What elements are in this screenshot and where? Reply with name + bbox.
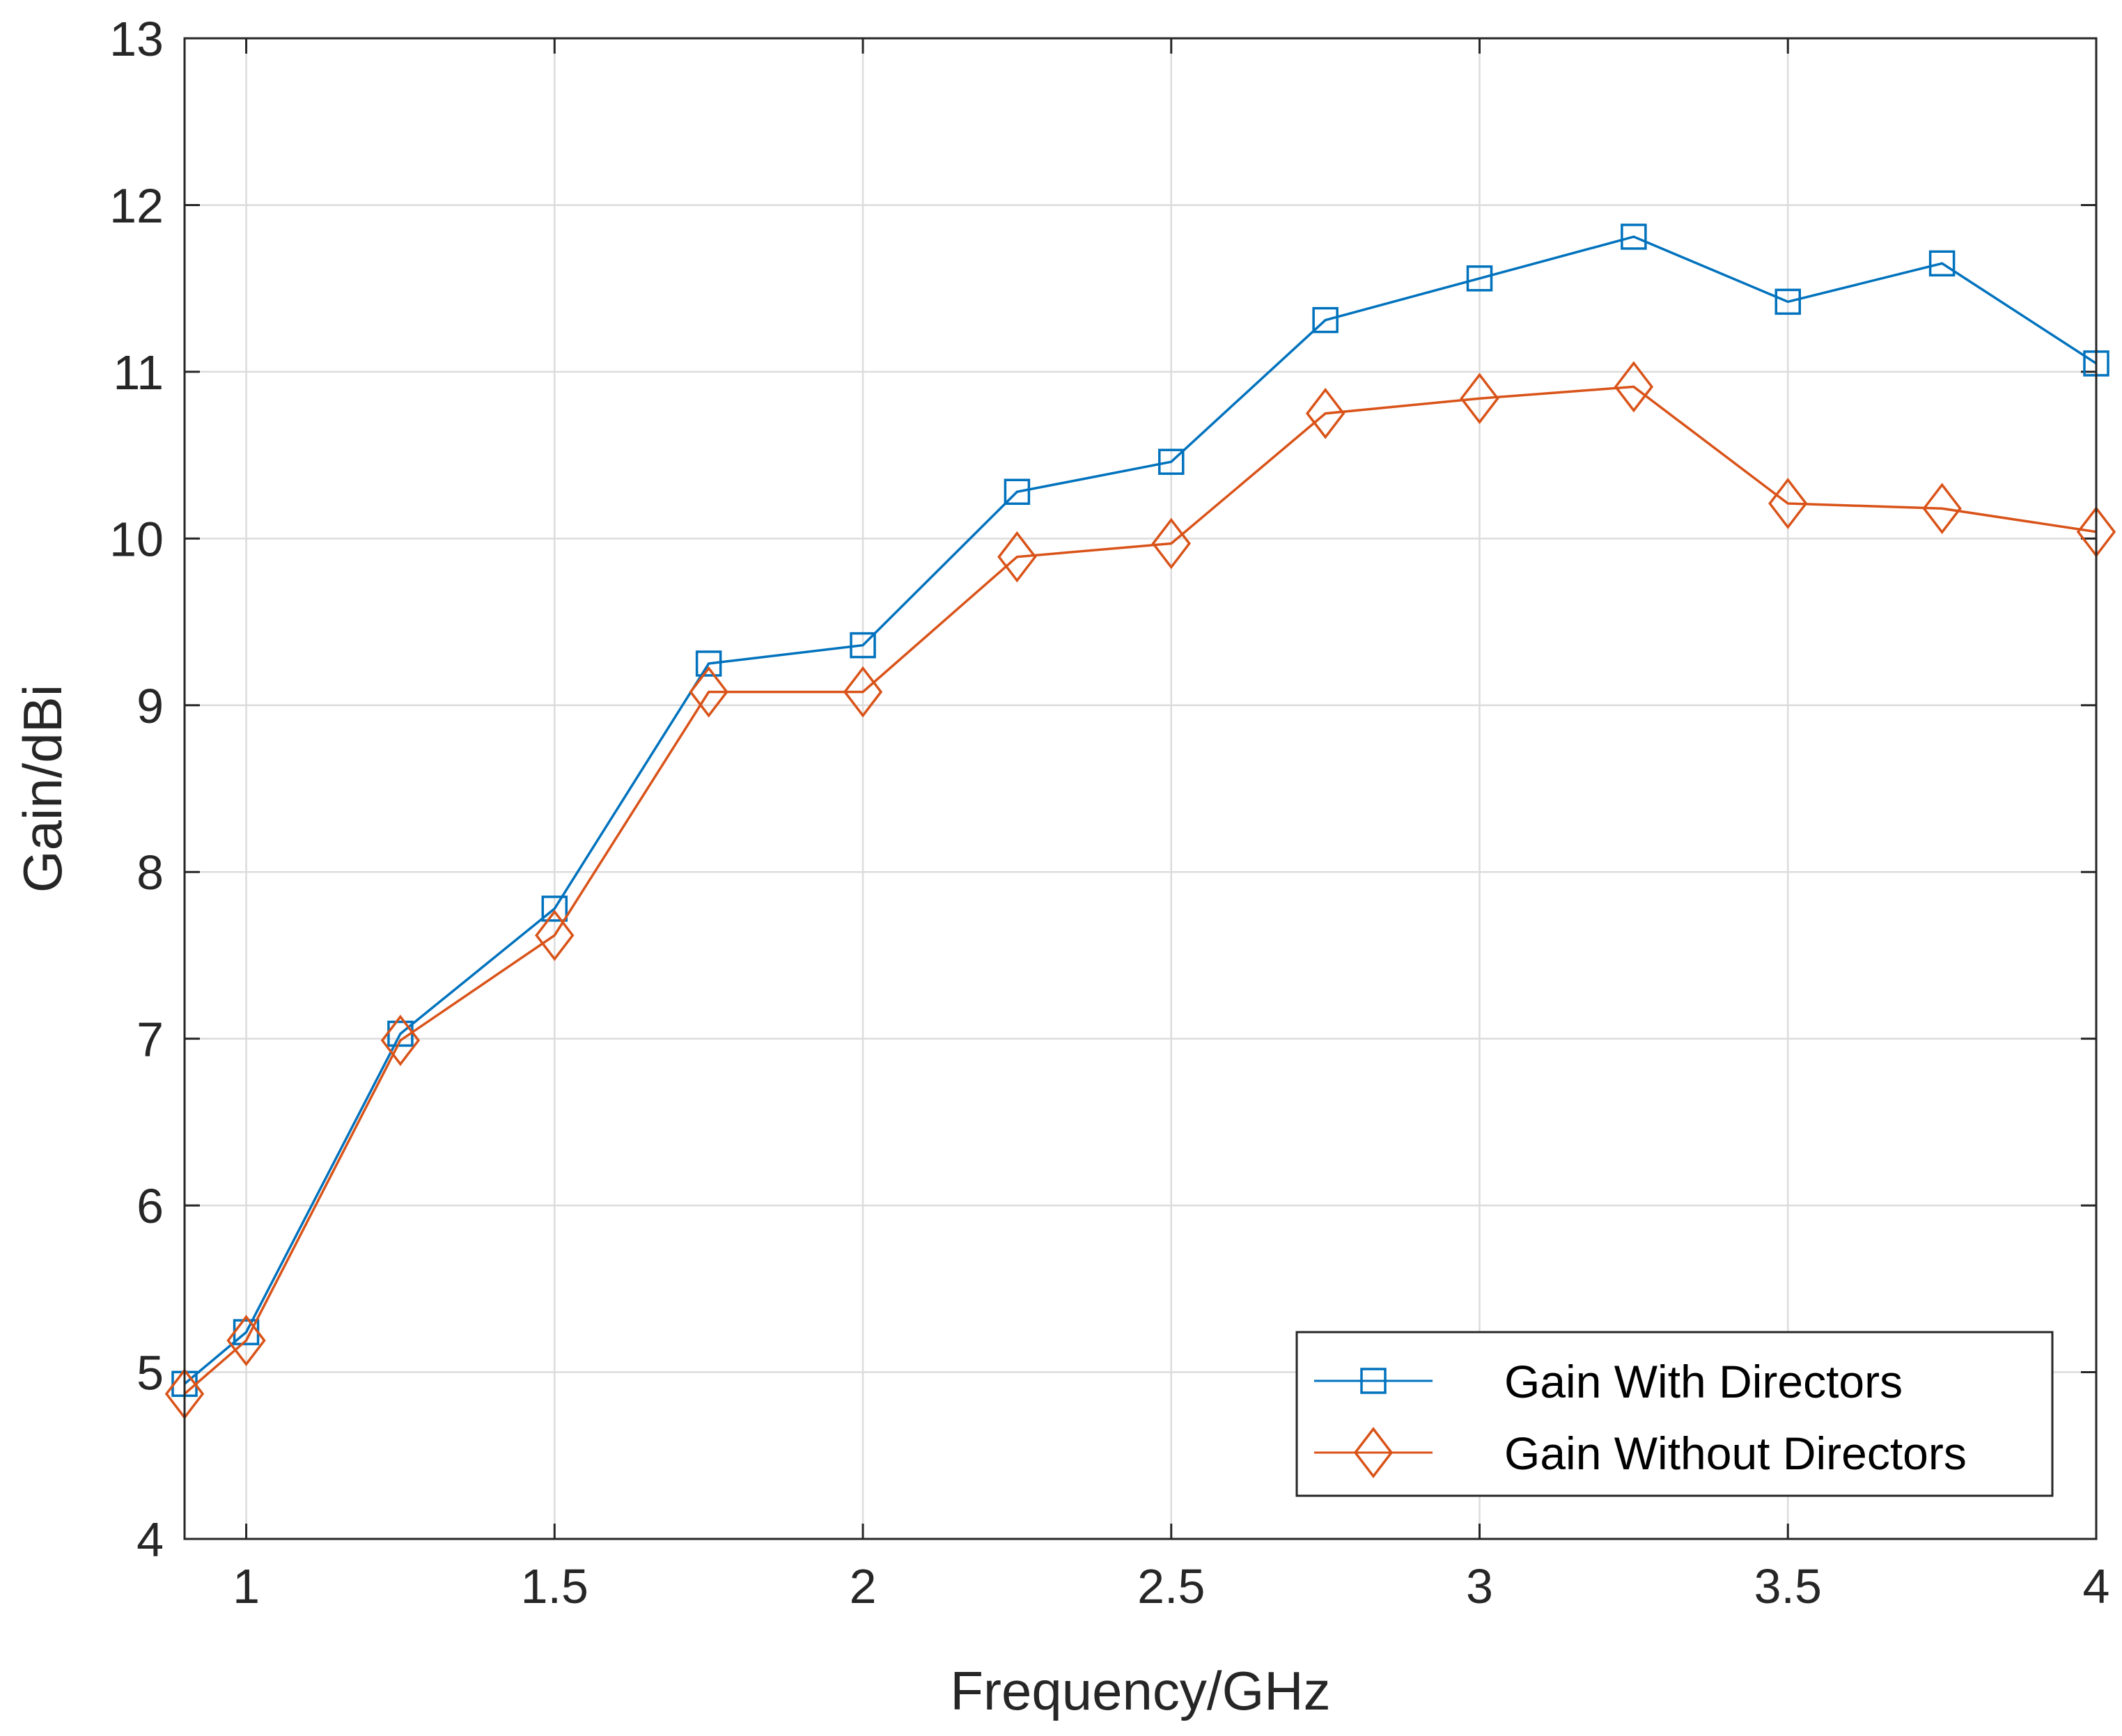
- y-axis-label: Gain/dBi: [12, 685, 73, 893]
- data-point-diamond: [997, 531, 1037, 583]
- data-point-square: [1928, 250, 1956, 276]
- x-tick-label: 1: [233, 1559, 260, 1613]
- data-point-diamond: [1614, 361, 1654, 413]
- data-point-diamond: [226, 1315, 266, 1366]
- x-tick-label: 1.5: [521, 1559, 588, 1613]
- x-tick-label: 2: [850, 1559, 877, 1613]
- series-line-1: [183, 385, 2097, 1395]
- legend-label-with-directors: Gain With Directors: [1504, 1356, 1903, 1407]
- data-point-square: [850, 632, 876, 659]
- data-point-diamond: [1305, 387, 1345, 439]
- data-point-diamond: [1768, 478, 1808, 529]
- y-tick-label: 13: [109, 12, 164, 66]
- legend-label-without-directors: Gain Without Directors: [1504, 1428, 1967, 1479]
- data-point-diamond: [689, 666, 728, 718]
- data-point-square: [1774, 288, 1802, 315]
- data-point-diamond: [1922, 483, 1962, 535]
- x-tick-label: 3.5: [1754, 1559, 1822, 1613]
- y-tick-label: 6: [136, 1179, 164, 1233]
- y-tick-label: 10: [109, 512, 164, 566]
- x-axis-label: Frequency/GHz: [950, 1660, 1330, 1721]
- data-point-square: [695, 650, 722, 677]
- series-group: [164, 224, 2116, 1420]
- axis-ticks: [185, 37, 2098, 1540]
- x-tick-label: 3: [1466, 1559, 1493, 1613]
- x-tick-label: 2.5: [1137, 1559, 1205, 1613]
- tick-labels: 1 1.5 2 2.5 3 3.5 4 4 5 6 7 8 9 10 11 12 13: [109, 12, 2109, 1613]
- y-tick-label: 4: [136, 1512, 164, 1567]
- plot-frame: [183, 37, 2098, 1540]
- legend: Gain With Directors Gain Without Directo…: [1295, 1331, 2054, 1497]
- legend-box: [1295, 1331, 2054, 1497]
- data-point-square: [541, 896, 568, 922]
- x-tick-label: 4: [2083, 1559, 2110, 1613]
- data-point-square: [1621, 224, 1647, 250]
- data-point-diamond: [1151, 517, 1191, 570]
- y-tick-label: 11: [113, 345, 164, 400]
- y-tick-label: 7: [136, 1012, 164, 1067]
- y-tick-label: 12: [109, 178, 164, 233]
- data-point-square: [1004, 478, 1031, 506]
- data-point-square: [1158, 448, 1185, 475]
- legend-marker: [1353, 1427, 1394, 1478]
- legend-marker-square-icon: [1360, 1368, 1387, 1394]
- series-line-0: [183, 235, 2097, 1385]
- data-point-diamond: [843, 666, 883, 718]
- legend-marker: [1360, 1368, 1387, 1394]
- y-tick-label: 5: [136, 1346, 164, 1400]
- data-point-square: [1466, 265, 1493, 292]
- data-point-square: [1312, 306, 1339, 334]
- legend-marker-diamond-icon: [1353, 1427, 1394, 1478]
- data-point-diamond: [1460, 373, 1499, 425]
- y-tick-label: 9: [136, 679, 164, 733]
- data-point-diamond: [535, 909, 575, 962]
- data-point-diamond: [380, 1015, 421, 1066]
- y-tick-label: 8: [136, 845, 164, 900]
